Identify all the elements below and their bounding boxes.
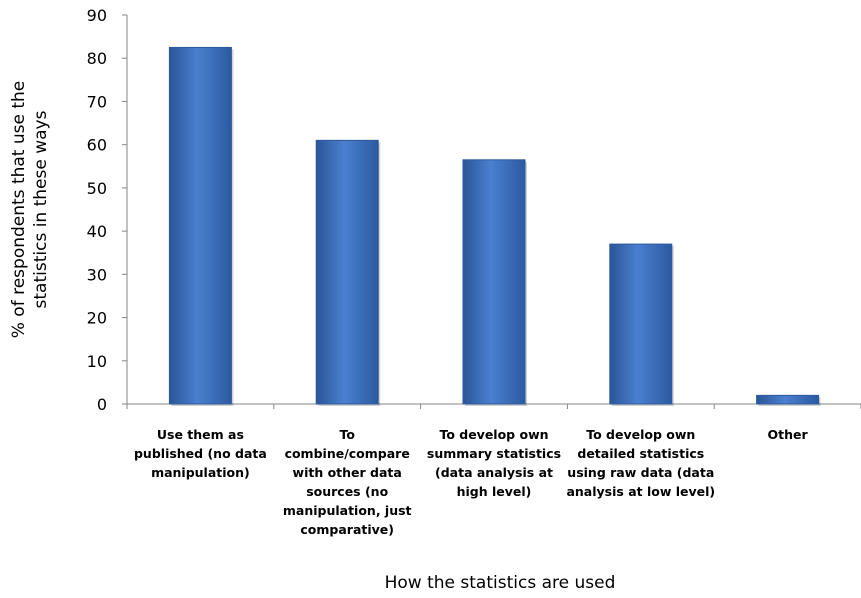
bar xyxy=(168,46,234,407)
x-tick-label-line: To xyxy=(339,427,355,442)
y-axis-title-text: % of respondents that use the statistics … xyxy=(9,81,51,339)
x-tick-label-line: analysis at low level) xyxy=(566,484,715,499)
bar xyxy=(462,159,527,406)
y-tick-label: 50 xyxy=(87,179,107,198)
y-tick-label: 80 xyxy=(87,49,107,68)
x-tick-label: To develop own detailed statistics using r… xyxy=(566,427,715,499)
x-tick-label-line: comparative) xyxy=(300,522,394,537)
bars xyxy=(168,46,821,407)
y-tick-label: 20 xyxy=(87,309,107,328)
y-axis-title-line: statistics in these ways xyxy=(31,110,51,308)
x-tick-label-line: detailed statistics xyxy=(577,446,704,461)
bar xyxy=(609,243,674,406)
x-tick-label-line: using raw data (data xyxy=(567,465,714,480)
y-tick-label: 10 xyxy=(87,352,107,371)
x-tick-labels: Use them as published (no data manipulatio… xyxy=(134,427,809,537)
x-tick-label-line: manipulation, just xyxy=(283,503,412,518)
y-axis-title: % of respondents that use the statistics … xyxy=(9,81,51,339)
x-tick-label: Other xyxy=(768,427,809,442)
x-tick-label: To combine/compare with other data sources … xyxy=(283,427,412,537)
y-tick-label: 0 xyxy=(97,395,107,414)
x-tick-label-line: published (no data xyxy=(134,446,267,461)
x-tick-label-line: To develop own xyxy=(439,427,548,442)
x-tick-label-line: with other data xyxy=(293,465,402,480)
bar xyxy=(315,139,381,406)
x-tick-label-line: (data analysis at xyxy=(435,465,553,480)
x-tick-label-line: high level) xyxy=(457,484,532,499)
x-axis-title: How the statistics are used xyxy=(385,573,616,593)
x-tick-label-line: manipulation) xyxy=(151,465,250,480)
x-tick-label-line: sources (no xyxy=(306,484,388,499)
x-tick-label-line: To develop own xyxy=(586,427,695,442)
bar-1 xyxy=(315,139,379,405)
y-tick-label: 90 xyxy=(87,6,107,25)
bar-3 xyxy=(609,243,673,405)
bar xyxy=(756,394,821,406)
bar-2 xyxy=(462,159,526,405)
y-tick-label: 40 xyxy=(87,222,107,241)
x-tick-label-line: Use them as xyxy=(157,427,244,442)
y-axis-title-line: % of respondents that use the xyxy=(9,81,29,339)
x-tick-label-line: combine/compare xyxy=(285,446,410,461)
y-tick-label: 30 xyxy=(87,265,107,284)
x-tick-label-line: summary statistics xyxy=(427,446,561,461)
x-tick-label: Use them as published (no data manipulatio… xyxy=(134,427,267,480)
y-tick-label: 70 xyxy=(87,92,107,111)
bar-0 xyxy=(168,46,232,405)
bar-4 xyxy=(756,394,820,405)
x-tick-label: To develop own summary statistics (data an… xyxy=(427,427,561,499)
y-tick-labels: 0 10 20 30 40 50 60 70 80 90 xyxy=(87,6,107,414)
x-tick-label-line: Other xyxy=(768,427,809,442)
y-tick-label: 60 xyxy=(87,136,107,155)
